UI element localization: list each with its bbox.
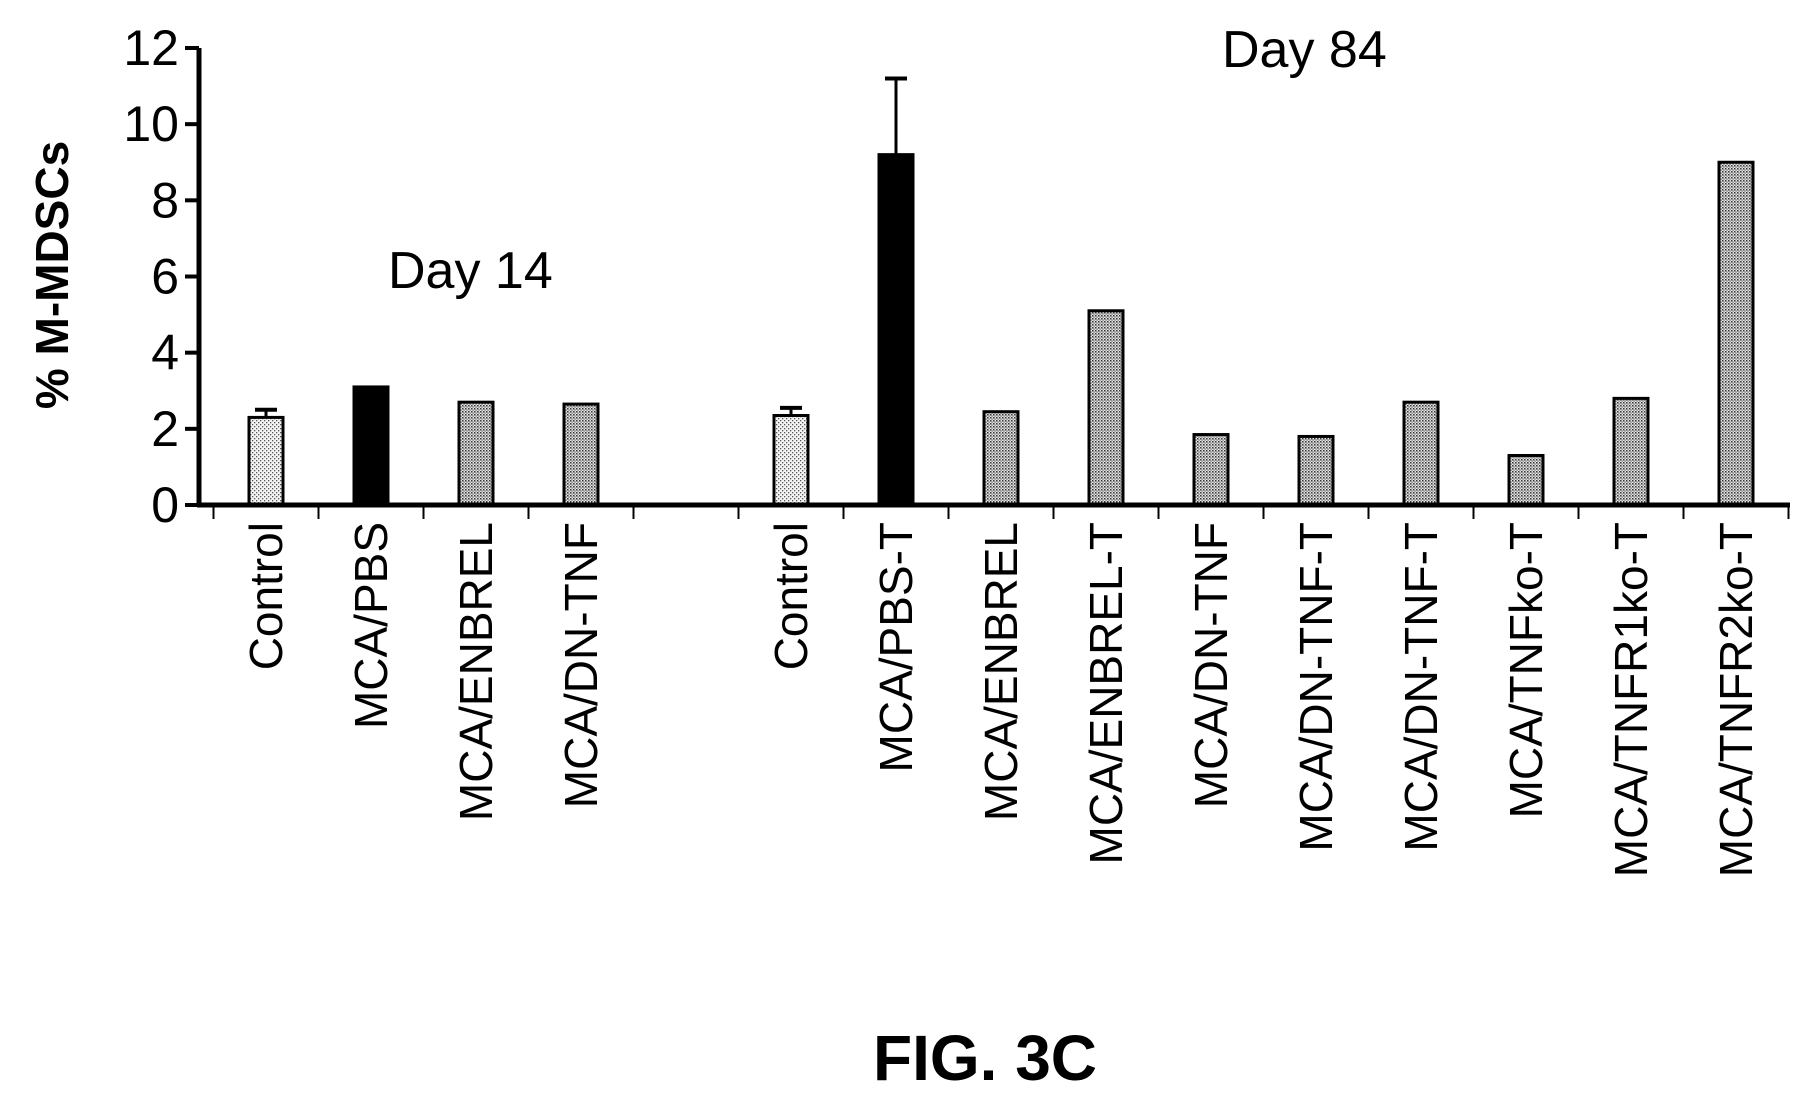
bar <box>1192 433 1230 507</box>
category-label: MCA/PBS <box>345 522 397 729</box>
category-label: MCA/DN-TNF-T <box>1395 522 1447 852</box>
category-label: MCA/DN-TNF <box>1185 522 1237 808</box>
y-axis-ticks: 0 2 4 6 8 10 12 <box>123 20 199 533</box>
category-label: MCA/TNFko-T <box>1500 522 1552 818</box>
bar <box>1087 309 1125 507</box>
category-label: Control <box>765 522 817 670</box>
y-tick-label: 12 <box>123 20 179 76</box>
bar <box>457 400 495 507</box>
category-label: Control <box>240 522 292 670</box>
bar <box>982 410 1020 507</box>
category-label: MCA/TNFR1ko-T <box>1605 522 1657 877</box>
axes <box>196 48 1790 508</box>
category-label: MCA/DN-TNF-T <box>1290 522 1342 852</box>
bar <box>1507 453 1545 507</box>
y-tick-label: 8 <box>151 172 179 228</box>
bar <box>1297 434 1335 507</box>
bar <box>877 153 915 507</box>
bar <box>562 402 600 507</box>
category-label: MCA/ENBREL <box>975 522 1027 821</box>
bar <box>1612 396 1650 507</box>
bars <box>247 76 1755 507</box>
bar <box>772 414 810 507</box>
category-label: MCA/ENBREL <box>450 522 502 821</box>
bar <box>1717 160 1755 507</box>
bar <box>247 415 285 507</box>
y-tick-label: 0 <box>151 477 179 533</box>
category-label: MCA/DN-TNF <box>555 522 607 808</box>
figure-caption: FIG. 3C <box>873 1022 1097 1094</box>
y-axis-label: % M-MDSCs <box>26 141 78 409</box>
y-tick-label: 10 <box>123 96 179 152</box>
y-tick-label: 4 <box>151 325 179 381</box>
bar <box>352 385 390 507</box>
y-tick-label: 6 <box>151 249 179 305</box>
category-label: MCA/ENBREL-T <box>1080 522 1132 864</box>
category-label: MCA/PBS-T <box>870 522 922 772</box>
y-tick-label: 2 <box>151 401 179 457</box>
category-labels: Control MCA/PBS MCA/ENBREL MCA/DN-TNF Contro… <box>240 522 1762 877</box>
annotation-day-84: Day 84 <box>1222 21 1387 79</box>
bar <box>1402 400 1440 507</box>
annotation-day-14: Day 14 <box>388 242 553 300</box>
category-label: MCA/TNFR2ko-T <box>1710 522 1762 877</box>
